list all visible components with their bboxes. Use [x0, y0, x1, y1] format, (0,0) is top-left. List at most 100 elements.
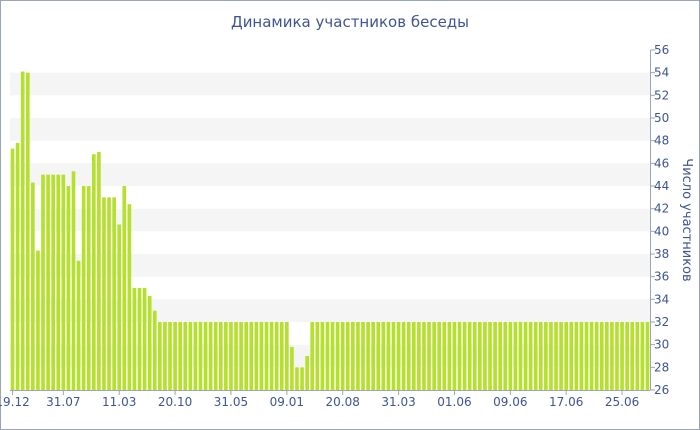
x-tick-label: 31.07	[46, 395, 80, 409]
bar	[351, 322, 355, 390]
bar	[244, 322, 249, 390]
bar	[447, 322, 452, 390]
bar	[605, 322, 609, 390]
bar	[523, 322, 528, 390]
bar	[513, 322, 518, 390]
y-tick-label: 42	[654, 202, 669, 216]
bar	[645, 322, 650, 390]
bar	[488, 322, 492, 390]
bar	[41, 174, 45, 390]
bar	[218, 322, 223, 390]
bar	[406, 322, 411, 390]
bar	[254, 322, 259, 390]
bar	[625, 322, 629, 390]
bar	[589, 322, 594, 390]
y-tick-label: 36	[654, 270, 669, 284]
bar	[279, 322, 284, 390]
bar	[442, 322, 447, 390]
bar	[264, 322, 269, 390]
x-tick-label: 09.01	[270, 395, 304, 409]
bar	[71, 171, 76, 390]
bar	[345, 322, 350, 390]
bar	[198, 322, 203, 390]
y-tick-labels: 26 28 30 32 34 36 38 40 42 44 46 48 50 52 54 56	[654, 43, 669, 397]
grid-band	[10, 163, 650, 186]
bar	[396, 322, 401, 390]
bar	[361, 322, 365, 390]
bar	[102, 197, 106, 390]
x-tick-label: 09.06	[493, 395, 527, 409]
grid-band	[10, 254, 650, 277]
bar	[493, 322, 497, 390]
bar	[249, 322, 254, 390]
bar	[173, 322, 177, 390]
bar	[538, 322, 543, 390]
bar	[36, 250, 40, 390]
bar	[615, 322, 619, 390]
axes	[10, 49, 655, 395]
y-tick-label: 28	[654, 360, 669, 374]
bar	[285, 322, 289, 390]
bar	[56, 174, 61, 390]
y-tick-label: 44	[654, 179, 669, 193]
bar	[528, 322, 533, 390]
grid-band	[10, 72, 650, 96]
y-tick-label: 30	[654, 338, 669, 352]
bar	[559, 322, 563, 390]
bar	[483, 322, 487, 390]
x-tick-labels: 19.12 31.07 11.03 20.10 31.05 09.01 20.08 31.03…	[0, 395, 639, 409]
x-tick-label: 01.06	[437, 395, 471, 409]
x-tick-label: 20.10	[158, 395, 192, 409]
bar	[127, 204, 132, 390]
bar	[325, 322, 330, 390]
bar	[234, 322, 238, 390]
bar	[381, 322, 386, 390]
bar	[427, 322, 431, 390]
bar	[544, 322, 548, 390]
grid-band	[10, 208, 650, 232]
bars	[10, 71, 650, 391]
y-tick-label: 32	[654, 315, 669, 329]
bar	[467, 322, 472, 390]
bar	[640, 322, 645, 390]
bar	[76, 260, 81, 390]
bar	[66, 186, 71, 390]
bar	[117, 224, 122, 390]
bar	[269, 322, 274, 390]
bar	[574, 322, 579, 390]
bar	[81, 186, 86, 390]
bar	[46, 174, 50, 390]
y-tick-label: 50	[654, 111, 669, 125]
bar	[472, 322, 477, 390]
chart-title: Динамика участников беседы	[230, 13, 470, 31]
bar	[462, 322, 467, 390]
x-tick-label: 31.05	[214, 395, 248, 409]
bar	[518, 322, 523, 390]
bar	[20, 71, 25, 390]
bar	[340, 322, 345, 390]
bar	[630, 322, 635, 390]
y-tick-label: 52	[654, 88, 669, 102]
bar	[31, 182, 35, 390]
bar	[457, 322, 462, 390]
bar	[183, 322, 188, 390]
bar	[188, 322, 193, 390]
bar	[168, 322, 172, 390]
bar	[386, 322, 391, 390]
bar	[224, 322, 228, 390]
bar	[437, 322, 442, 390]
x-tick-label: 20.08	[326, 395, 360, 409]
bar	[25, 72, 30, 391]
bar	[599, 322, 604, 390]
bar	[564, 322, 569, 390]
bar	[51, 174, 56, 390]
bar	[401, 322, 406, 390]
grid-bands	[10, 72, 650, 368]
bar	[10, 148, 15, 390]
y-tick-label: 34	[654, 292, 669, 306]
bar	[295, 367, 299, 390]
bar	[132, 288, 137, 390]
bar	[366, 322, 370, 390]
bar	[213, 322, 218, 390]
